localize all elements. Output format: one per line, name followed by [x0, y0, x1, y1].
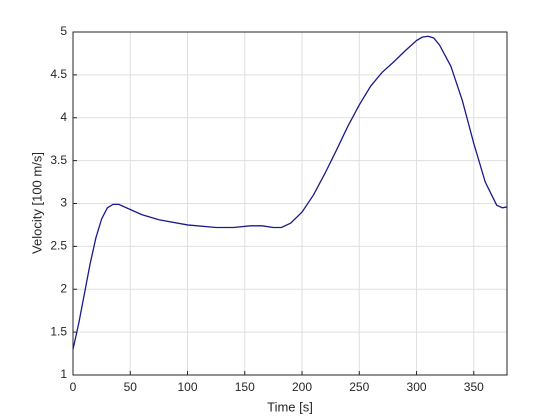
y-tick-label: 4.5 [50, 67, 67, 81]
axes-box [72, 31, 508, 376]
x-axis-label: Time [s] [267, 399, 313, 414]
y-tick-label: 1.5 [50, 324, 67, 338]
y-tick-label: 1 [60, 367, 67, 381]
x-tick-label: 300 [407, 380, 427, 394]
y-tick-label: 2 [60, 281, 67, 295]
y-tick-label: 2.5 [50, 239, 67, 253]
data-line [72, 35, 508, 350]
y-tick-label: 3.5 [50, 153, 67, 167]
y-tick-label: 3 [60, 196, 67, 210]
x-tick-label: 200 [292, 380, 312, 394]
x-tick-label: 100 [177, 380, 197, 394]
x-tick-label: 50 [124, 380, 138, 394]
x-tick-label: 350 [464, 380, 484, 394]
x-tick-label: 150 [235, 380, 255, 394]
y-tick-label: 4 [60, 110, 67, 124]
x-tick-label: 0 [70, 380, 77, 394]
y-tick-label: 5 [60, 24, 67, 38]
x-tick-label: 250 [349, 380, 369, 394]
y-axis-label: Velocity [100 m/s] [29, 152, 44, 254]
